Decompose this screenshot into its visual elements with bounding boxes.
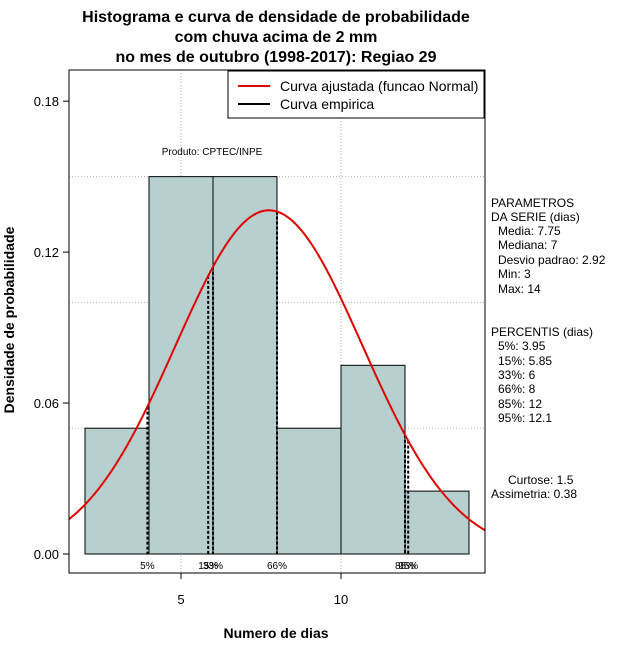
curtose-value: Curtose: 1.5: [508, 473, 574, 487]
chart-title-line-2: com chuva acima de 2 mm: [175, 29, 378, 46]
assimetria-value: Assimetria: 0.38: [491, 487, 577, 501]
percentis-title: PERCENTIS (dias): [491, 325, 593, 339]
y-tick-label-2: 0.12: [34, 245, 59, 260]
y-tick-label-0: 0.00: [34, 547, 59, 562]
param-mediana: Mediana: 7: [498, 238, 558, 252]
percentiles-panel: PERCENTIS (dias) 5%: 3.95 15%: 5.85 33%:…: [491, 325, 593, 425]
percentil-33: 33%: 6: [498, 368, 536, 382]
chart-title-line-1: Histograma e curva de densidade de proba…: [82, 9, 470, 26]
x-tick-label-0: 5: [177, 592, 184, 607]
percentile-label-0: 5%: [140, 561, 155, 572]
y-tick-label-3: 0.18: [34, 94, 59, 109]
legend: Curva ajustada (funcao Normal) Curva emp…: [227, 70, 485, 119]
histogram-bar-1: [148, 176, 214, 555]
histogram-bar-4: [340, 364, 406, 555]
percentil-95: 95%: 12.1: [498, 411, 552, 425]
histogram-bar-2: [212, 176, 278, 555]
histogram-bar-0: [84, 427, 150, 555]
percentil-15: 15%: 5.85: [498, 354, 552, 368]
legend-label-empirical: Curva empirica: [280, 96, 374, 112]
histogram-bar-5: [404, 490, 470, 555]
legend-box: [227, 70, 485, 119]
legend-label-fitted: Curva ajustada (funcao Normal): [280, 78, 478, 94]
percentile-label-4: 85%: [395, 561, 415, 572]
histogram-bar-3: [276, 427, 342, 555]
param-min: Min: 3: [498, 267, 531, 281]
product-annotation: Produto: CPTEC/INPE: [162, 147, 263, 158]
parametros-title: PARAMETROS: [491, 196, 574, 210]
y-axis-label: Densidade de probabilidade: [1, 226, 17, 413]
plot-frame: [68, 69, 486, 574]
percentile-label-3: 66%: [267, 561, 287, 572]
param-desvio: Desvio padrao: 2.92: [498, 253, 606, 267]
x-axis-label: Numero de dias: [223, 625, 328, 641]
percentil-85: 85%: 12: [498, 397, 542, 411]
y-tick-label-1: 0.06: [34, 396, 59, 411]
percentil-5: 5%: 3.95: [498, 339, 546, 353]
chart-title-line-3: no mes de outubro (1998-2017): Regiao 29: [116, 49, 437, 66]
percentile-label-2: 33%: [203, 561, 223, 572]
parametros-subtitle: DA SERIE (dias): [491, 210, 580, 224]
param-media: Media: 7.75: [498, 224, 561, 238]
percentile-label-1: 15%: [198, 561, 218, 572]
fitted-normal-curve: [68, 209, 486, 532]
x-axis: 5 10: [177, 573, 348, 607]
percentil-66: 66%: 8: [498, 382, 536, 396]
x-tick-label-1: 10: [334, 592, 348, 607]
histogram-bars: [84, 176, 470, 555]
param-max: Max: 14: [498, 282, 541, 296]
parameters-panel: PARAMETROS DA SERIE (dias) Media: 7.75 M…: [491, 196, 606, 296]
y-axis: 0.00 0.06 0.12 0.18: [34, 94, 69, 562]
shape-stats-panel: Curtose: 1.5 Assimetria: 0.38: [491, 473, 577, 501]
percentile-label-5: 95%: [398, 561, 418, 572]
percentile-markers: 5% 15%33% 66% 85%95%: [140, 211, 418, 572]
